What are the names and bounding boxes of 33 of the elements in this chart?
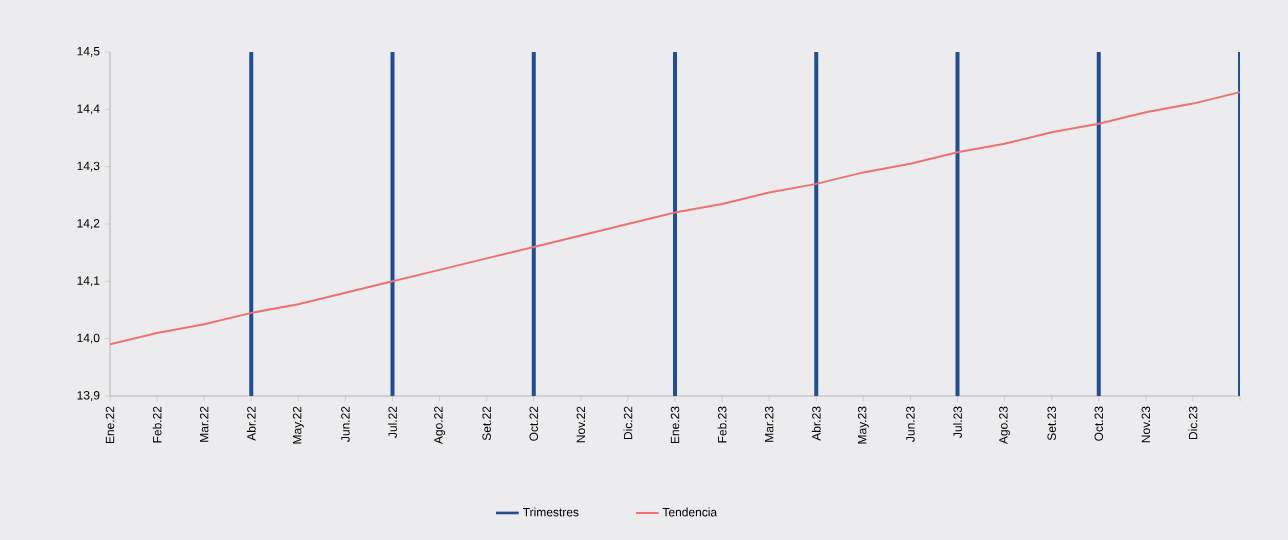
x-tick-label: Ago.23 (999, 406, 1011, 445)
x-tick-label: Set.22 (482, 406, 491, 441)
x-tick-label: Feb.23 (717, 406, 727, 443)
x-tick-label: Set.23 (1047, 406, 1056, 441)
x-tick-label: Jun.23 (906, 406, 915, 442)
y-tick-label: 14,4 (77, 104, 100, 115)
x-tick-label: Mar.23 (764, 406, 774, 442)
legend-label: Tendencia (662, 507, 718, 517)
y-tick-label: 13,9 (77, 391, 100, 401)
x-tick-label: Jul.23 (953, 406, 962, 438)
x-tick-label: May.23 (857, 406, 869, 444)
x-tick-label: Dic.22 (623, 406, 633, 440)
x-tick-label: Jun.22 (341, 406, 350, 442)
x-tick-label: Ene.22 (105, 406, 115, 444)
x-tick-label: Nov.23 (1141, 406, 1151, 443)
x-tick-label: Abr.22 (246, 406, 256, 441)
x-tick-label: Dic.23 (1188, 406, 1198, 440)
x-tick-label: Oct.22 (529, 406, 539, 441)
y-tick-label: 14,5 (77, 47, 100, 57)
x-tick-label: Abr.23 (811, 406, 821, 441)
x-tick-label: Ene.23 (670, 406, 680, 444)
x-tick-label: Ago.22 (434, 406, 446, 445)
y-tick-label: 14,0 (77, 333, 100, 344)
x-tick-label: May.22 (292, 406, 304, 444)
x-tick-label: Jul.22 (388, 406, 397, 438)
legend-label: Trimestres (523, 507, 579, 517)
x-tick-label: Oct.23 (1094, 406, 1104, 441)
y-tick-label: 14,1 (77, 276, 100, 287)
x-tick-label: Mar.22 (199, 406, 209, 442)
x-tick-label: Nov.22 (576, 406, 586, 443)
y-tick-label: 14,2 (77, 219, 100, 229)
x-tick-label: Feb.22 (152, 406, 162, 443)
y-tick-label: 14,3 (77, 161, 100, 172)
